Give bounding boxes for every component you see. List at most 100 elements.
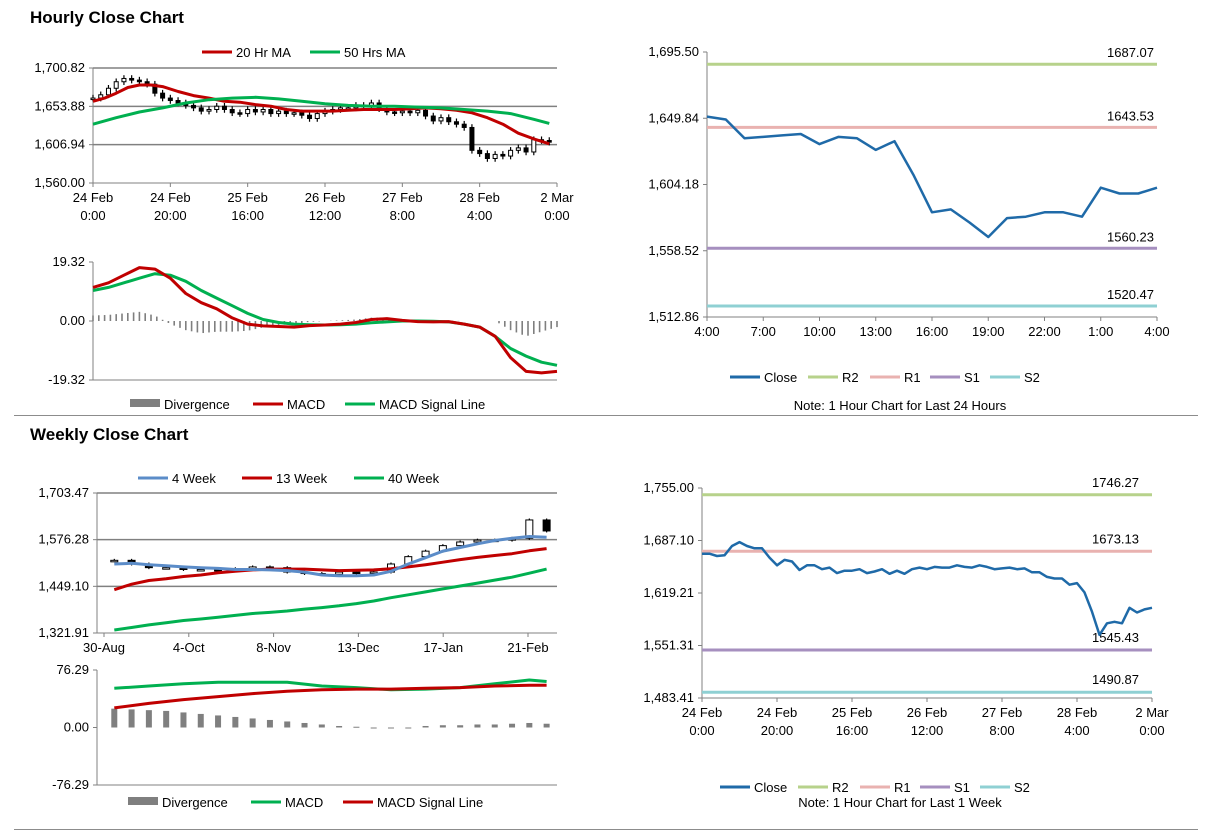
weekly-signal-line (114, 683, 547, 710)
hourly-divergence-bar (208, 321, 210, 333)
hourly-divergence-bar (347, 319, 349, 321)
weekly-4w-line (114, 535, 547, 578)
hourly-price-candle (260, 109, 266, 113)
hourly-divergence-bar (359, 319, 361, 321)
hourly-divergence-bar (132, 312, 135, 321)
hourly-macd-line (92, 266, 558, 375)
hourly-price-x-tick-label: 20:00 (154, 208, 187, 223)
weekly-1w-note: Note: 1 Hour Chart for Last 1 Week (798, 795, 1002, 810)
weekly-divergence-bar (526, 722, 533, 728)
hourly-divergence-bar (556, 321, 558, 328)
legend-swatch (130, 399, 160, 407)
legend-label: R2 (842, 370, 859, 385)
hourly-divergence-bar (173, 321, 175, 326)
hourly-24h-x-tick-label: 10:00 (803, 324, 836, 339)
weekly-macd-y-tick-label: 0.00 (64, 720, 89, 735)
legend-label: S2 (1014, 780, 1030, 795)
hourly-price-candle (423, 109, 429, 117)
hourly-divergence-bar (306, 321, 309, 323)
hourly-divergence-bar (295, 321, 297, 324)
hourly-divergence-bar (312, 321, 315, 322)
hourly-divergence-bar (498, 321, 500, 324)
hourly-divergence-bar (231, 321, 233, 332)
weekly-macd-y-tick-label: -76.29 (52, 777, 89, 792)
level-s2-label: 1520.47 (1107, 287, 1154, 302)
legend-label: S1 (954, 780, 970, 795)
weekly-price-y-tick-label: 1,576.28 (38, 532, 89, 547)
hourly-divergence-bar (237, 321, 239, 332)
weekly-divergence-bar (387, 727, 394, 729)
hourly-price-x-tick-label: 4:00 (467, 208, 492, 223)
weekly-divergence-bar (370, 727, 377, 729)
weekly-price-y-tick-label: 1,703.47 (38, 485, 89, 500)
legend-label: MACD Signal Line (379, 397, 485, 412)
hourly-price-candle (446, 117, 452, 123)
hourly-24h-x-tick-label: 16:00 (916, 324, 949, 339)
hourly-divergence-bar (179, 321, 181, 328)
hourly-price-candle (469, 126, 475, 151)
weekly-1w-x-tick-label: 28 Feb (1057, 705, 1097, 720)
hourly-price-candle (252, 109, 258, 113)
weekly-section-title: Weekly Close Chart (30, 425, 189, 444)
hourly-divergence-bar (353, 319, 355, 321)
weekly-divergence-bar (491, 724, 498, 728)
weekly-1w-x-tick-label: 26 Feb (907, 705, 947, 720)
hourly-24h-x-tick-label: 1:00 (1088, 324, 1113, 339)
hourly-price-x-tick-label: 0:00 (544, 208, 569, 223)
weekly-price-candle (352, 571, 361, 575)
hourly-price-candle (237, 112, 243, 115)
hourly-24h-x-tick-label: 4:00 (694, 324, 719, 339)
hourly-price-candle (307, 114, 313, 119)
legend-label: Divergence (164, 397, 230, 412)
hourly-divergence-bar (515, 321, 518, 333)
hourly-divergence-bar (150, 314, 152, 321)
hourly-divergence-bar (109, 314, 112, 321)
hourly-divergence-bar (225, 321, 228, 332)
hourly-divergence-bar (301, 321, 303, 323)
hourly-price-candle (461, 123, 467, 128)
weekly-price-x-tick-label: 8-Nov (256, 640, 291, 655)
level-r1-label: 1643.53 (1107, 108, 1154, 123)
weekly-price-x-tick-label: 21-Feb (507, 640, 548, 655)
hourly-24h-y-tick-label: 1,512.86 (648, 309, 699, 324)
weekly-1w-y-tick-label: 1,755.00 (643, 480, 694, 495)
weekly-divergence-bar (457, 725, 464, 728)
legend-label: Close (764, 370, 797, 385)
weekly-1w-y-tick-label: 1,619.21 (643, 585, 694, 600)
weekly-divergence-bar (232, 716, 239, 728)
weekly-1w-x-tick-label: 0:00 (1139, 723, 1164, 738)
weekly-price-candle (110, 559, 119, 563)
hourly-price-candle (508, 149, 514, 157)
section-divider (14, 415, 1198, 416)
hourly-price-candle (276, 110, 282, 115)
hourly-price-x-tick-label: 8:00 (390, 208, 415, 223)
weekly-price-x-tick-label: 4-Oct (173, 640, 205, 655)
weekly-price-x-tick-label: 13-Dec (337, 640, 379, 655)
legend-label: Divergence (162, 795, 228, 810)
weekly-price-x-tick-label: 17-Jan (423, 640, 463, 655)
hourly-ma20-line (92, 83, 550, 146)
weekly-1w-x-tick-label: 12:00 (911, 723, 944, 738)
legend-label: MACD (287, 397, 325, 412)
hourly-24h-x-tick-label: 19:00 (972, 324, 1005, 339)
weekly-price-candle (456, 541, 465, 547)
hourly-price-candle (399, 110, 405, 114)
hourly-price-candle (477, 149, 483, 155)
weekly-divergence-bar (353, 726, 360, 728)
weekly-40w-line (114, 567, 547, 632)
hourly-divergence-bar (521, 321, 523, 335)
hourly-divergence-bar (138, 311, 141, 321)
weekly-macd-line (114, 678, 547, 692)
weekly-divergence-bar (439, 725, 446, 728)
legend-label: R2 (832, 780, 849, 795)
weekly-divergence-bar (163, 710, 170, 728)
weekly-1w-y-tick-label: 1,483.41 (643, 690, 694, 705)
hourly-price-candle (90, 97, 96, 101)
weekly-macd-y-tick-label: 76.29 (56, 662, 89, 677)
hourly-price-candle (515, 147, 521, 151)
weekly-1w-x-tick-label: 24 Feb (757, 705, 797, 720)
hourly-price-candle (453, 121, 459, 125)
